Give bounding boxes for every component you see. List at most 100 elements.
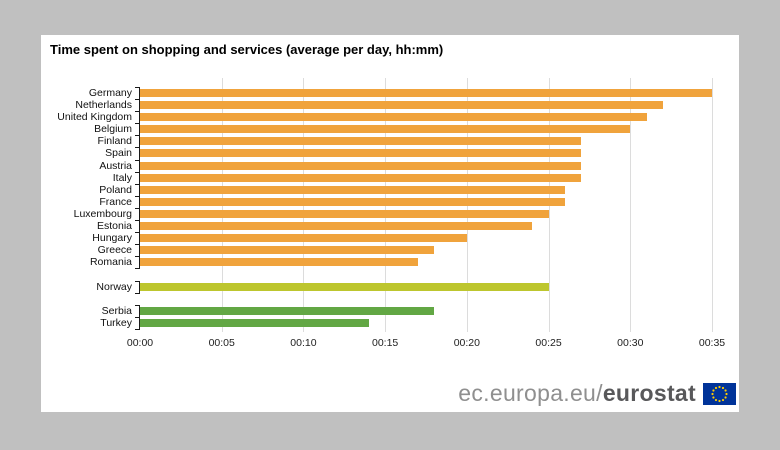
bar-row: Turkey [100,316,712,330]
y-axis-tick [135,159,140,161]
bar [140,137,582,146]
bar-row: Poland [99,183,712,196]
bar-row: Spain [105,147,712,160]
logo-url-prefix: ec.europa.eu/ [458,380,603,406]
country-label: Serbia [101,304,132,317]
eu-flag-star [712,395,715,399]
country-label: Greece [97,244,132,257]
group-gap [140,293,712,305]
y-axis-tick [135,268,140,270]
y-axis-tick [135,244,140,246]
bar [140,209,549,218]
y-axis-segment [139,304,140,317]
eu-flag-star [718,399,721,402]
y-axis-segment [139,280,140,293]
chart-title: Time spent on shopping and services (ave… [50,42,444,57]
bar [140,185,565,194]
bar [140,246,435,255]
y-axis-tick [135,135,140,137]
y-axis-tick [135,256,140,258]
eurostat-logo: ec.europa.eu/eurostat [458,380,736,407]
eu-flag-star [724,388,727,392]
y-axis-segment [139,256,140,269]
y-axis-tick [135,232,140,234]
country-label: Poland [99,183,132,196]
bar-row: Romania [90,256,712,270]
y-axis-tick [135,123,140,125]
bar-row: Hungary [92,232,712,245]
y-axis-segment [139,316,140,329]
bar-row: United Kingdom [57,111,712,124]
chart-panel: Time spent on shopping and services (ave… [41,35,739,412]
y-axis-tick [135,99,140,101]
country-label: Romania [89,256,132,269]
x-tick-label: 00:00 [126,337,154,349]
country-label: Norway [96,280,132,293]
eu-flag-star [712,388,715,392]
bar-row: Germany [89,87,712,100]
gridline [712,78,713,332]
eu-flag-star [711,392,714,395]
y-axis-tick [135,292,140,294]
bar [140,161,582,170]
y-axis-segment [139,135,140,148]
eu-flag-icon [703,382,736,405]
bar-row: Serbia [102,304,712,317]
country-label: Luxembourg [73,207,132,220]
y-axis-segment [139,171,140,184]
bar [140,125,631,134]
y-axis-segment [139,244,140,257]
bar-row: Finland [98,135,712,148]
x-tick-label: 00:05 [208,337,235,349]
gridline [630,78,632,332]
y-axis-segment [139,207,140,221]
y-axis-tick [135,207,140,209]
y-axis-tick [135,220,140,222]
y-axis-tick [135,87,140,88]
y-axis-segment [139,87,140,100]
x-tick-label: 00:25 [535,337,562,349]
y-axis-tick [135,147,140,149]
y-axis-segment [139,159,140,172]
bar [140,173,582,182]
country-label: Finland [97,135,132,148]
bar [140,149,582,158]
bar-row: Norway [96,280,712,294]
eu-flag-star [725,392,728,395]
eu-flag-star [721,386,725,389]
country-label: Turkey [100,316,132,329]
eu-flag-star [724,395,727,399]
y-axis-tick [135,328,140,330]
country-label: Hungary [92,232,132,245]
y-axis-tick [135,183,140,185]
bar [140,222,533,231]
bar [140,258,418,267]
bar [140,113,647,122]
bar [140,89,712,97]
bar [140,318,369,327]
bar-row: Estonia [97,220,712,233]
plot-area: Germany Netherlands United Kingdom Belgium F… [57,78,713,332]
country-label: Belgium [94,123,132,136]
y-axis-segment [139,195,140,208]
country-label: Italy [112,171,132,184]
y-axis-segment [139,220,140,233]
bar [140,234,467,243]
eu-flag-star [718,385,721,388]
country-label: United Kingdom [57,111,132,124]
bar [140,282,549,291]
country-label: Estonia [96,220,132,233]
bar-row: Belgium [94,123,712,136]
country-label: Netherlands [75,99,132,112]
bar-rows: Germany Netherlands United Kingdom Belgium F… [57,87,712,330]
bar-row: Austria [99,159,712,172]
y-axis-segment [139,183,140,196]
eu-flag-star [714,386,718,389]
logo-eurostat: eurostat [602,380,696,406]
bar-row: Luxembourg [74,207,712,221]
group-gap [140,268,712,280]
eu-flag-star [721,398,725,401]
bar [140,306,435,315]
bar-row: France [99,195,712,208]
